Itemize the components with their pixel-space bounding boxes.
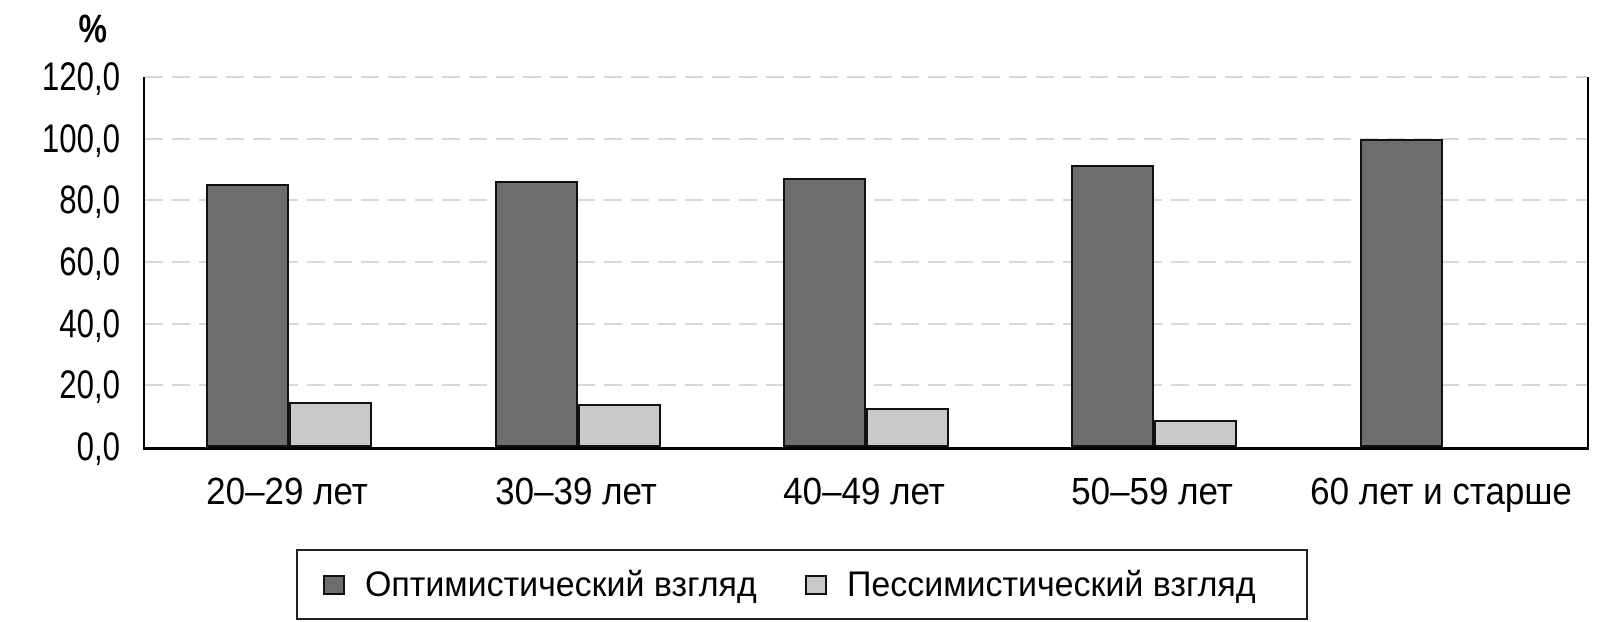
bar-optimistic [783, 178, 866, 447]
y-tick-label: 40,0 [59, 301, 120, 346]
y-tick-label: 100,0 [41, 116, 120, 161]
x-category-label: 30–39 лет [494, 471, 657, 513]
x-category-label: 60 лет и старше [1309, 471, 1572, 513]
legend-swatch-pessimistic [805, 574, 827, 595]
y-tick-label: 20,0 [59, 363, 120, 408]
x-category-label: 50–59 лет [1071, 471, 1234, 513]
bar-optimistic [494, 181, 578, 447]
y-axis-unit-label: % [78, 7, 107, 51]
gridline [145, 137, 1587, 140]
legend-swatch-optimistic [323, 574, 345, 595]
gridline [145, 322, 1587, 325]
legend-label: Оптимистический взгляд [365, 564, 757, 604]
y-tick-label: 60,0 [59, 240, 120, 284]
x-category-label: 20–29 лет [206, 471, 369, 513]
gridline [145, 199, 1587, 202]
legend-entry: Пессимистический взгляд [805, 551, 1268, 618]
legend-entry: Оптимистический взгляд [323, 551, 769, 618]
x-category-label: 40–49 лет [783, 471, 945, 513]
plot-area [143, 76, 1589, 450]
gridline [145, 384, 1587, 387]
bar-pessimistic [1154, 420, 1238, 447]
y-tick-label: 80,0 [59, 178, 120, 223]
bar-pessimistic [289, 402, 373, 447]
legend-label: Пессимистический взгляд [847, 564, 1256, 604]
gridline [145, 261, 1587, 263]
bar-pessimistic [866, 408, 949, 447]
y-tick-label: 120,0 [41, 55, 120, 99]
bar-optimistic [206, 184, 290, 447]
legend: Оптимистический взгляд Пессимистический в… [296, 549, 1308, 620]
bar-pessimistic [577, 404, 661, 447]
gridline [145, 76, 1587, 78]
y-tick-label: 0,0 [76, 425, 120, 469]
bar-optimistic [1071, 165, 1155, 447]
bar-optimistic [1359, 139, 1443, 447]
